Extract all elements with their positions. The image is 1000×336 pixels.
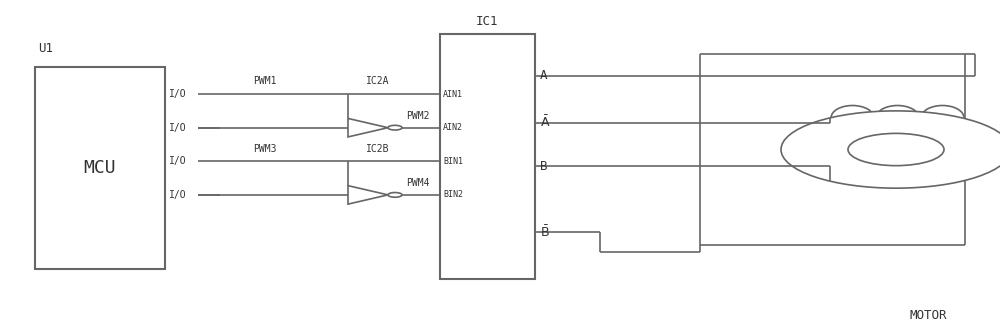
Text: AIN1: AIN1 xyxy=(443,90,463,98)
Circle shape xyxy=(388,125,402,130)
Text: I/O: I/O xyxy=(169,89,187,99)
Text: IC2A: IC2A xyxy=(366,76,390,86)
Circle shape xyxy=(388,193,402,197)
Text: MCU: MCU xyxy=(84,159,116,177)
Text: AIN2: AIN2 xyxy=(443,123,463,132)
Circle shape xyxy=(781,111,1000,188)
Bar xyxy=(440,34,535,279)
Text: I/O: I/O xyxy=(169,123,187,133)
Text: BIN2: BIN2 xyxy=(443,191,463,199)
Text: B: B xyxy=(540,160,548,173)
Text: A: A xyxy=(540,69,548,82)
Bar xyxy=(35,67,165,269)
Text: I/O: I/O xyxy=(169,156,187,166)
Text: $\bar{\rm B}$: $\bar{\rm B}$ xyxy=(540,224,550,240)
Text: $\bar{\rm A}$: $\bar{\rm A}$ xyxy=(540,115,550,130)
Text: IC2B: IC2B xyxy=(366,143,390,154)
Text: U1: U1 xyxy=(38,42,53,55)
Text: PWM3: PWM3 xyxy=(253,143,277,154)
Polygon shape xyxy=(348,185,388,204)
Text: I/O: I/O xyxy=(169,190,187,200)
Text: MOTOR: MOTOR xyxy=(909,309,947,322)
Text: BIN1: BIN1 xyxy=(443,157,463,166)
Text: PWM1: PWM1 xyxy=(253,76,277,86)
Text: PWM2: PWM2 xyxy=(406,111,430,121)
Polygon shape xyxy=(348,119,388,137)
Text: IC1: IC1 xyxy=(476,15,498,28)
Text: PWM4: PWM4 xyxy=(406,178,430,188)
Circle shape xyxy=(848,133,944,166)
